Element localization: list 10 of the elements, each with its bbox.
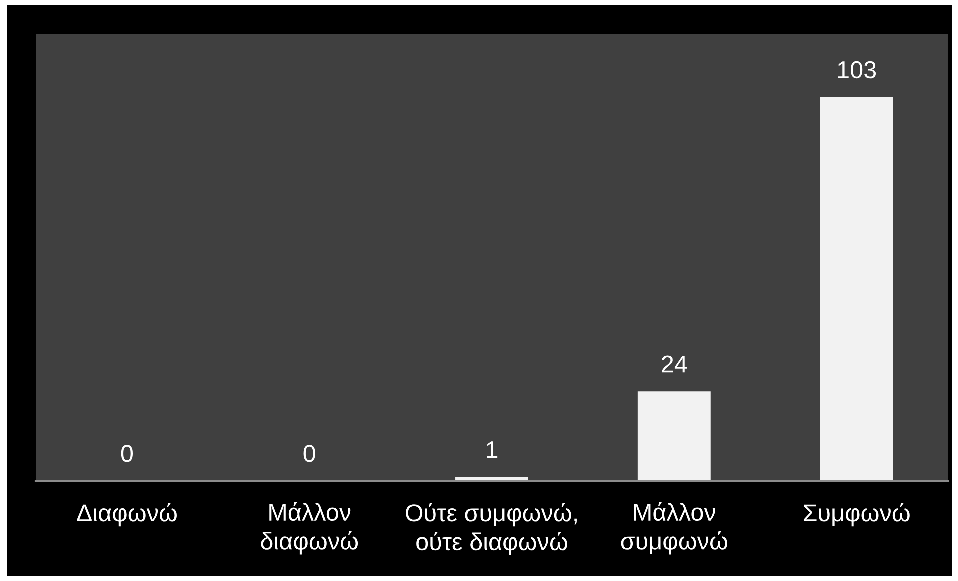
data-label: 1 [487,442,498,458]
x-tick-label: Μάλλον διαφωνώ [261,502,358,555]
data-label: 24 [662,356,688,373]
data-label: 103 [838,61,876,79]
data-label: 0 [121,445,134,462]
x-tick-label: Συμφωνώ [804,503,910,527]
x-tick-label: Διαφωνώ [77,503,177,527]
data-label: 0 [304,445,316,462]
x-tick-label: Ούτε συμφωνώ, ούτε διαφωνώ [406,503,577,556]
x-tick-label: Μάλλον συμφωνώ [621,502,728,555]
